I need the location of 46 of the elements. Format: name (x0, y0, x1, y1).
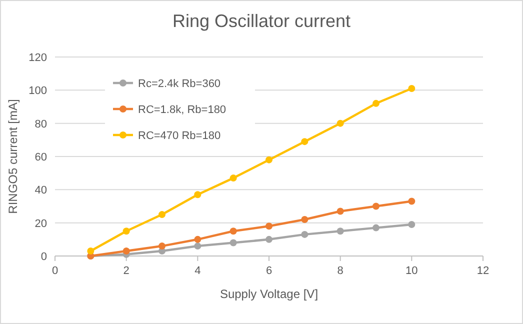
legend-label: RC=470 Rb=180 (138, 130, 221, 142)
y-tick-label: 60 (34, 152, 47, 164)
point (301, 216, 308, 224)
point (336, 228, 344, 235)
point (230, 239, 237, 246)
point (301, 138, 308, 146)
x-tick-label: 10 (406, 265, 418, 277)
point (194, 236, 202, 243)
y-tick-label: 20 (34, 218, 47, 230)
point (230, 228, 237, 235)
point (230, 174, 237, 182)
point (301, 230, 308, 238)
point (87, 248, 94, 255)
y-tick-label: 80 (34, 118, 47, 130)
y-tick-label: 0 (40, 251, 47, 263)
x-tick-label: 4 (194, 265, 201, 277)
legend-label: Rc=2.4k Rb=360 (138, 78, 221, 90)
point (372, 100, 380, 107)
y-axis-title: RINGO5 current [mA] (6, 99, 20, 214)
x-axis-title: Supply Voltage [V] (220, 287, 318, 301)
point (408, 198, 416, 205)
x-tick-label: 0 (52, 265, 58, 277)
point (122, 248, 130, 255)
point (408, 220, 416, 228)
point (266, 236, 272, 243)
x-tick-label: 8 (337, 265, 344, 277)
point (336, 208, 344, 215)
point (372, 202, 380, 210)
chart-title: Ring Oscillator current (172, 11, 351, 31)
y-tick-label: 120 (28, 52, 47, 64)
y-tick-label: 40 (34, 184, 47, 197)
point (372, 224, 380, 232)
x-tick-label: 2 (123, 265, 130, 277)
point (194, 242, 202, 250)
x-tick-label: 6 (266, 265, 272, 277)
point (158, 242, 166, 250)
legend-label: RC=1.8k, Rb=180 (138, 104, 226, 116)
y-tick-label: 100 (28, 85, 47, 98)
x-tick-label: 12 (476, 265, 490, 277)
point (266, 222, 272, 230)
point (266, 156, 272, 164)
point (158, 211, 166, 218)
point (194, 191, 202, 198)
point (336, 120, 344, 127)
point (122, 228, 130, 235)
point (408, 85, 416, 92)
